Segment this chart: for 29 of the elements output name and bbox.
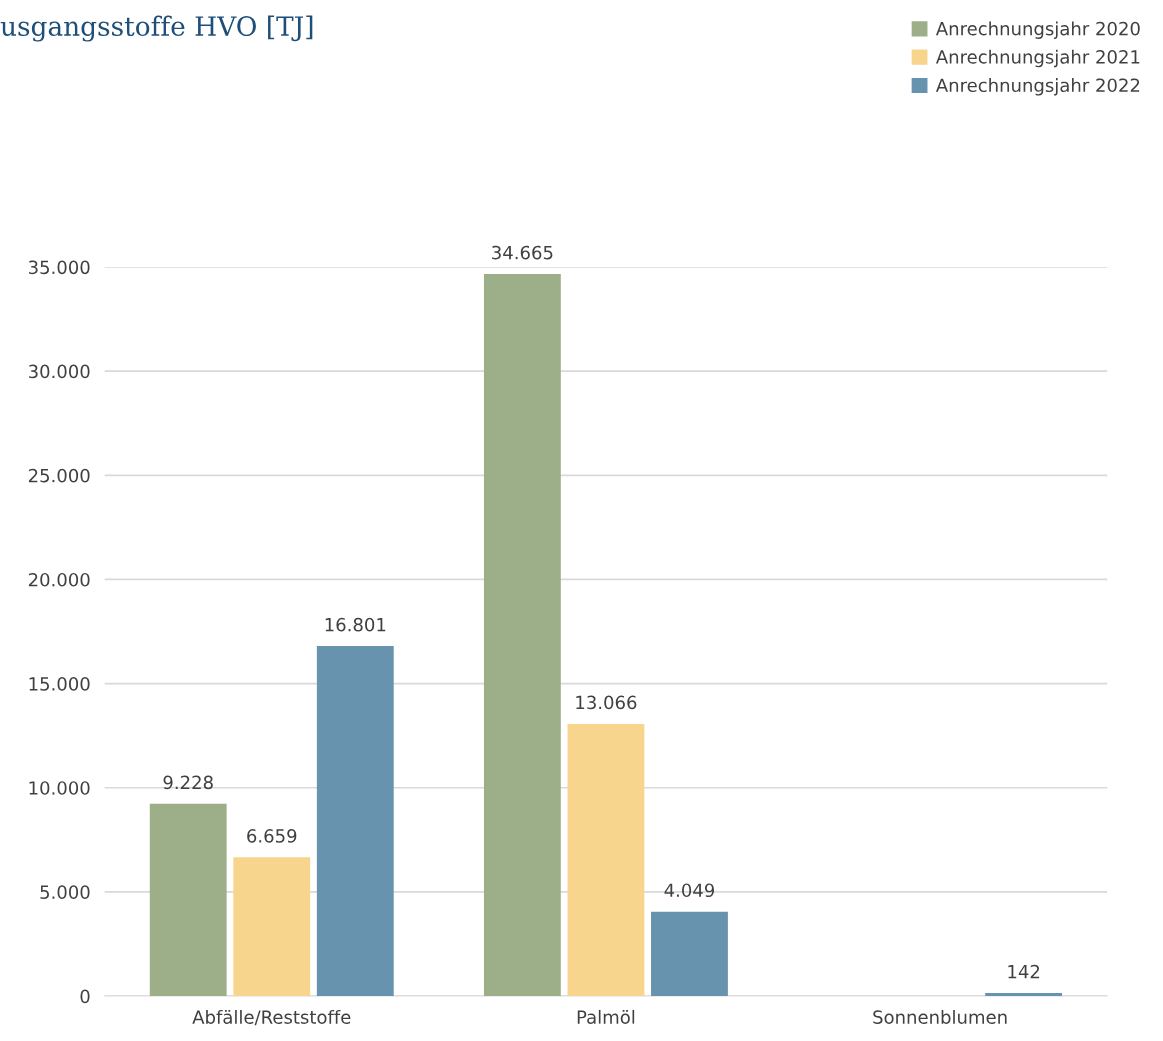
chart-title: usgangsstoffe HVO [TJ]: [0, 15, 313, 42]
data-label: 34.665: [492, 245, 553, 260]
data-label: 9.228: [163, 775, 213, 790]
legend-label: Anrechnungsjahr 2020: [935, 21, 1140, 39]
bar: [233, 857, 311, 997]
bar: [651, 911, 728, 997]
y-tick-label: 5.000: [40, 885, 90, 899]
y-tick-label: 15.000: [29, 677, 90, 691]
data-label: 142: [1008, 964, 1040, 979]
bar: [149, 803, 227, 997]
bar: [567, 723, 645, 997]
y-tick-label: 30.000: [28, 364, 90, 379]
data-label: 13.066: [576, 695, 637, 710]
x-tick-label: Sonnenblumen: [873, 1009, 1007, 1024]
data-label: 6.659: [247, 829, 297, 843]
y-tick-label: 10.000: [29, 781, 90, 795]
bar: [985, 993, 1063, 997]
y-tick-label: 35.000: [28, 260, 90, 275]
data-label: 16.801: [325, 617, 386, 632]
x-tick-label: Abfälle/Reststoffe: [192, 1009, 351, 1026]
bar: [316, 646, 394, 997]
y-tick-label: 25.000: [28, 468, 90, 483]
legend-label: Anrechnungsjahr 2022: [935, 78, 1140, 96]
legend-label: Anrechnungsjahr 2021: [935, 49, 1140, 68]
y-tick-label: 20.000: [28, 572, 90, 587]
bar: [483, 273, 561, 997]
y-tick-label: 0: [80, 989, 90, 1004]
data-label: 4.049: [664, 883, 715, 898]
x-tick-label: Palmöl: [577, 1009, 635, 1024]
